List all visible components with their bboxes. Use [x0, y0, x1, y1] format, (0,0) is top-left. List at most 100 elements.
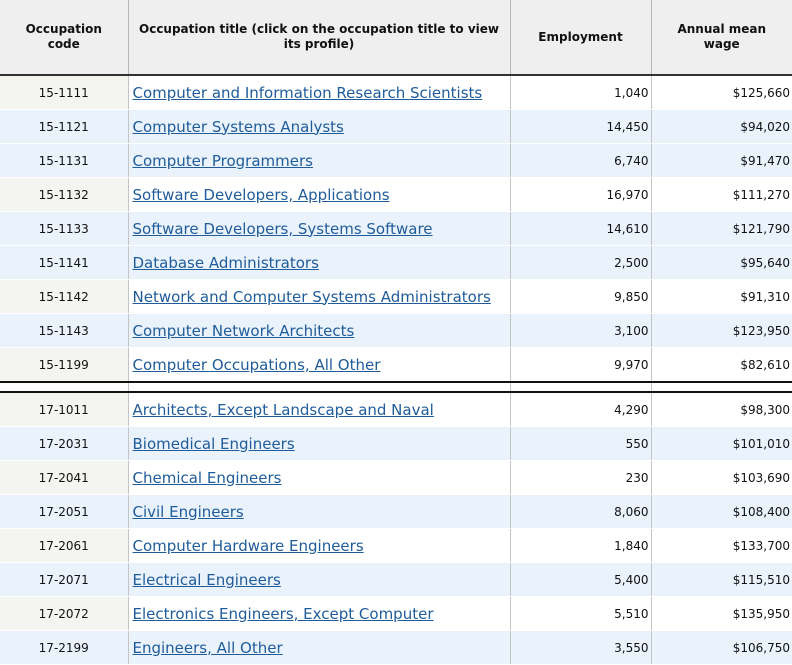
occupation-title-cell: Chemical Engineers	[128, 460, 511, 495]
occupation-code-cell: 15-1141	[0, 245, 129, 280]
occupation-code-cell: 17-2041	[0, 460, 129, 495]
annual-mean-wage-cell: $95,640	[651, 245, 792, 280]
table-row: 15-1199 Computer Occupations, All Other 9,…	[0, 347, 792, 383]
table-row: 15-1143 Computer Network Architects 3,100 $…	[0, 313, 792, 348]
occupation-title-cell: Computer and Information Research Scient…	[128, 75, 511, 110]
occupation-title-cell: Database Administrators	[128, 245, 511, 280]
employment-cell: 14,450	[510, 109, 652, 144]
occupation-title-cell: Software Developers, Systems Software	[128, 211, 511, 246]
table-row: 17-2051 Civil Engineers 8,060 $108,400	[0, 494, 792, 529]
table-header-row: Occupation code Occupation title (click …	[0, 0, 792, 76]
employment-cell: 8,060	[510, 494, 652, 529]
occupation-title-link[interactable]: Software Developers, Systems Software	[132, 219, 433, 238]
table-row: 17-2071 Electrical Engineers 5,400 $115,510	[0, 562, 792, 597]
table-row: 15-1111 Computer and Information Research…	[0, 75, 792, 110]
occupation-code-cell: 15-1121	[0, 109, 129, 144]
occupation-code-cell: 17-2051	[0, 494, 129, 529]
table-row: 17-2061 Computer Hardware Engineers 1,840 $…	[0, 528, 792, 563]
occupation-code-cell: 15-1199	[0, 347, 129, 383]
occupation-code-cell: 17-2072	[0, 596, 129, 631]
occupation-title-cell: Computer Systems Analysts	[128, 109, 511, 144]
annual-mean-wage-cell: $91,470	[651, 143, 792, 178]
occupation-code-cell: 15-1132	[0, 177, 129, 212]
occupation-title-cell: Biomedical Engineers	[128, 426, 511, 461]
employment-cell: 1,840	[510, 528, 652, 563]
occupation-code-cell: 15-1143	[0, 313, 129, 348]
table-row: 15-1121 Computer Systems Analysts 14,450 $9…	[0, 109, 792, 144]
table-body: 15-1111 Computer and Information Research…	[0, 75, 792, 665]
employment-cell: 14,610	[510, 211, 652, 246]
occupation-title-link[interactable]: Chemical Engineers	[132, 468, 282, 487]
employment-cell: 6,740	[510, 143, 652, 178]
occupation-code-cell: 17-2071	[0, 562, 129, 597]
employment-cell: 3,550	[510, 630, 652, 665]
occupation-title-cell: Electrical Engineers	[128, 562, 511, 597]
annual-mean-wage-cell: $101,010	[651, 426, 792, 461]
occupation-title-link[interactable]: Electrical Engineers	[132, 570, 281, 589]
occupation-title-link[interactable]: Architects, Except Landscape and Naval	[132, 400, 434, 419]
occupation-title-link[interactable]: Database Administrators	[132, 253, 319, 272]
occupation-title-link[interactable]: Electronics Engineers, Except Computer	[132, 604, 434, 623]
employment-cell: 16,970	[510, 177, 652, 212]
occupation-title-cell: Computer Occupations, All Other	[128, 347, 511, 383]
occupation-title-link[interactable]: Computer Occupations, All Other	[132, 355, 381, 374]
occupation-title-link[interactable]: Computer Systems Analysts	[132, 117, 344, 136]
occupation-code-cell: 17-1011	[0, 392, 129, 427]
table-row: 15-1141 Database Administrators 2,500 $95,6…	[0, 245, 792, 280]
annual-mean-wage-cell: $91,310	[651, 279, 792, 314]
occupation-title-link[interactable]: Computer Hardware Engineers	[132, 536, 364, 555]
occupation-title-cell: Computer Programmers	[128, 143, 511, 178]
occupation-code-cell: 17-2061	[0, 528, 129, 563]
annual-mean-wage-cell: $135,950	[651, 596, 792, 631]
employment-cell: 9,970	[510, 347, 652, 383]
occupation-title-link[interactable]: Civil Engineers	[132, 502, 244, 521]
annual-mean-wage-cell: $98,300	[651, 392, 792, 427]
annual-mean-wage-cell: $123,950	[651, 313, 792, 348]
employment-cell: 4,290	[510, 392, 652, 427]
annual-mean-wage-cell: $106,750	[651, 630, 792, 665]
annual-mean-wage-cell: $125,660	[651, 75, 792, 110]
table-row: 17-1011 Architects, Except Landscape and …	[0, 392, 792, 427]
occupation-title-link[interactable]: Software Developers, Applications	[132, 185, 390, 204]
annual-mean-wage-cell: $94,020	[651, 109, 792, 144]
occupation-title-cell: Computer Hardware Engineers	[128, 528, 511, 563]
table-row: 15-1142 Network and Computer Systems Admi…	[0, 279, 792, 314]
separator-cell	[0, 381, 129, 393]
header-occupation-title: Occupation title (click on the occupatio…	[128, 0, 511, 76]
occupation-code-cell: 17-2199	[0, 630, 129, 665]
table-row: 15-1133 Software Developers, Systems Soft…	[0, 211, 792, 246]
occupation-title-link[interactable]: Computer Programmers	[132, 151, 313, 170]
occupation-code-cell: 15-1131	[0, 143, 129, 178]
employment-cell: 2,500	[510, 245, 652, 280]
employment-cell: 230	[510, 460, 652, 495]
separator-cell	[651, 381, 792, 393]
table-row: 15-1131 Computer Programmers 6,740 $91,470	[0, 143, 792, 178]
employment-cell: 550	[510, 426, 652, 461]
annual-mean-wage-cell: $115,510	[651, 562, 792, 597]
occupation-title-link[interactable]: Network and Computer Systems Administrat…	[132, 287, 491, 306]
occupation-title-link[interactable]: Engineers, All Other	[132, 638, 283, 657]
separator-cell	[510, 381, 652, 393]
header-employment: Employment	[510, 0, 652, 76]
occupation-title-link[interactable]: Biomedical Engineers	[132, 434, 295, 453]
annual-mean-wage-cell: $82,610	[651, 347, 792, 383]
table-row: 15-1132 Software Developers, Applications…	[0, 177, 792, 212]
separator-cell	[128, 381, 511, 393]
occupation-code-cell: 15-1133	[0, 211, 129, 246]
employment-cell: 1,040	[510, 75, 652, 110]
annual-mean-wage-cell: $121,790	[651, 211, 792, 246]
header-occupation-code: Occupation code	[0, 0, 129, 76]
annual-mean-wage-cell: $133,700	[651, 528, 792, 563]
occupation-title-cell: Network and Computer Systems Administrat…	[128, 279, 511, 314]
occupation-title-link[interactable]: Computer and Information Research Scient…	[132, 83, 483, 102]
occupation-title-link[interactable]: Computer Network Architects	[132, 321, 355, 340]
table-row: 17-2072 Electronics Engineers, Except Com…	[0, 596, 792, 631]
table-row: 17-2199 Engineers, All Other 3,550 $106,750	[0, 630, 792, 665]
occupation-title-cell: Software Developers, Applications	[128, 177, 511, 212]
occupation-title-cell: Architects, Except Landscape and Naval	[128, 392, 511, 427]
occupation-code-cell: 15-1111	[0, 75, 129, 110]
occupation-title-cell: Electronics Engineers, Except Computer	[128, 596, 511, 631]
annual-mean-wage-cell: $108,400	[651, 494, 792, 529]
employment-cell: 3,100	[510, 313, 652, 348]
